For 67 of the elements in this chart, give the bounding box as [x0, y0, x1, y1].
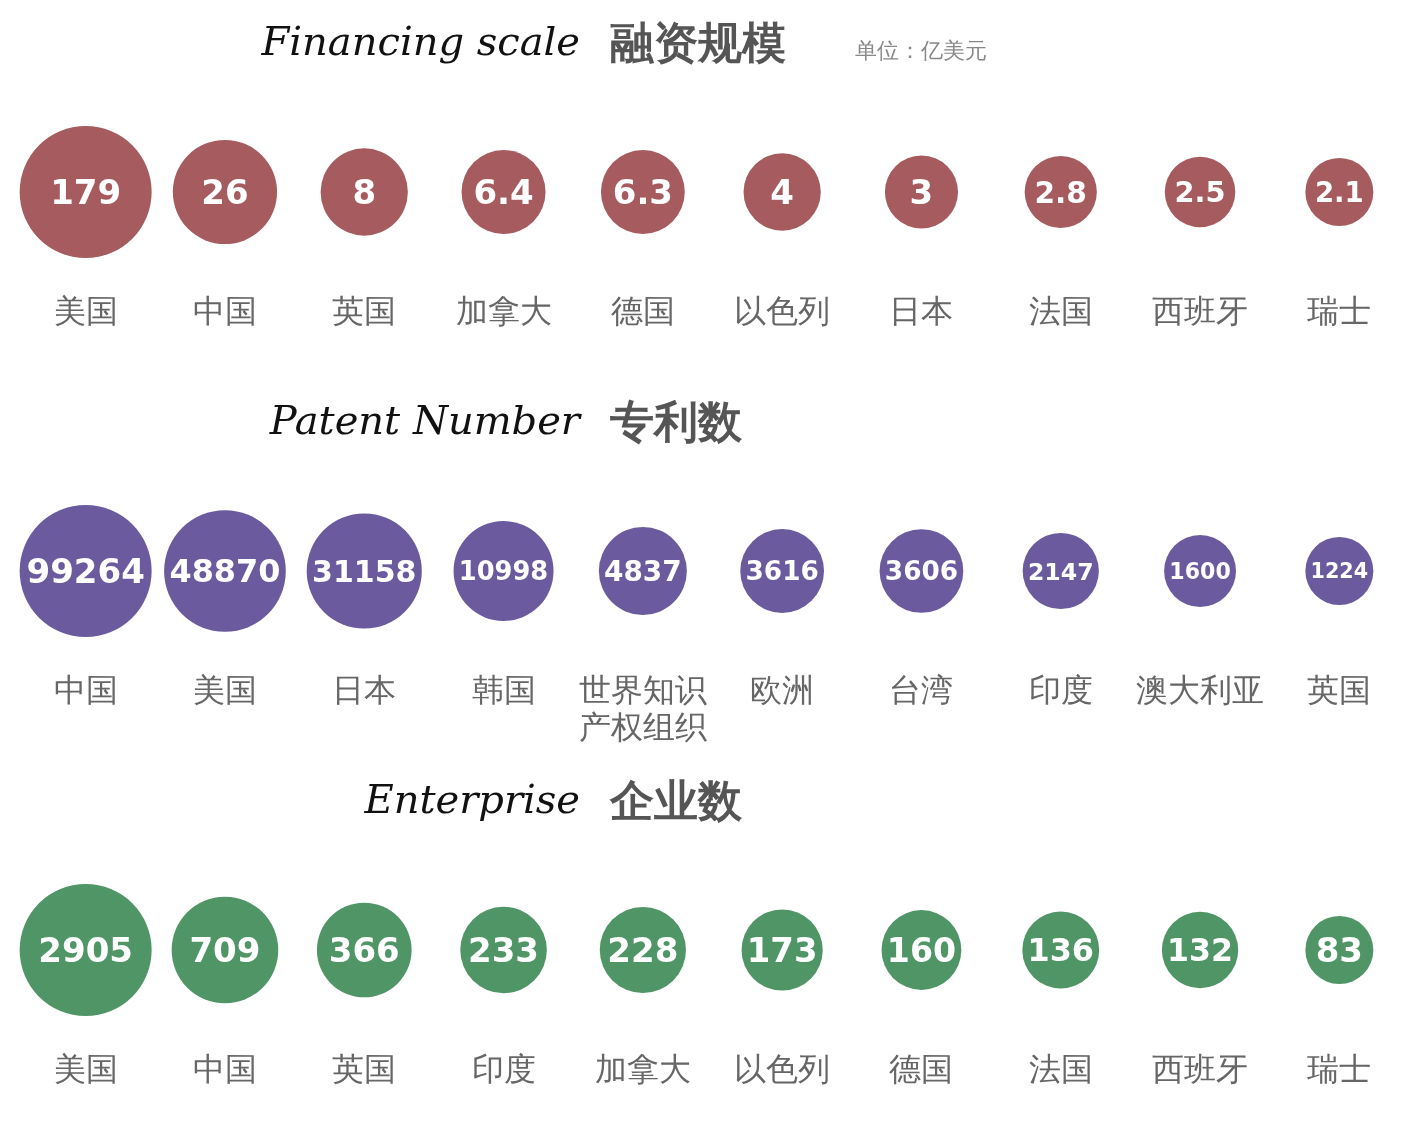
text: 融资规模: [610, 17, 786, 68]
category-label: 以色列: [734, 292, 831, 330]
data-label: 26: [201, 172, 249, 213]
category-label: 法国: [1028, 292, 1093, 330]
data-label: 173: [746, 931, 818, 971]
data-label: 48870: [169, 552, 281, 591]
category-label: 西班牙: [1152, 292, 1249, 330]
category-label: 中国: [192, 1050, 257, 1088]
text: 单位：亿美元: [855, 38, 987, 63]
category-label: 中国: [53, 671, 118, 709]
data-label: 2147: [1027, 557, 1094, 586]
data-label: 4837: [604, 555, 682, 589]
data-label: 179: [50, 172, 122, 213]
category-label: 澳大利亚: [1136, 671, 1265, 709]
data-label: 6.3: [612, 172, 673, 213]
category-label: 瑞士: [1307, 292, 1372, 330]
text: Financing scale: [260, 18, 580, 64]
data-label: 1224: [1310, 559, 1369, 584]
data-label: 4: [770, 172, 794, 213]
category-label: 印度: [471, 1050, 536, 1088]
data-label: 3: [909, 172, 934, 213]
category-label: 瑞士: [1307, 1050, 1372, 1088]
data-label: 2.1: [1314, 175, 1364, 209]
category-label: 以色列: [734, 1050, 831, 1088]
category-label: 英国: [332, 292, 397, 330]
category-label: 美国: [53, 1050, 118, 1088]
data-label: 233: [468, 930, 540, 971]
data-label: 366: [328, 930, 400, 971]
category-label: 美国: [192, 671, 257, 709]
category-label: 英国: [1307, 671, 1372, 709]
data-label: 160: [886, 930, 957, 970]
text: Patent Number: [268, 397, 583, 443]
text: 专利数: [610, 396, 743, 447]
category-label: 印度: [1028, 671, 1093, 709]
category-label: 加拿大: [594, 1050, 691, 1088]
text: 企业数: [609, 775, 743, 826]
category-label: 日本: [889, 292, 954, 330]
category-label: 日本: [332, 671, 397, 709]
data-label: 83: [1315, 930, 1364, 971]
category-label: 英国: [332, 1050, 397, 1088]
category-label: 中国: [192, 292, 257, 330]
data-label: 3606: [884, 556, 959, 587]
category-label: 美国: [53, 292, 118, 330]
category-label: 德国: [610, 292, 675, 330]
text: Enterprise: [363, 776, 580, 822]
data-label: 3616: [745, 556, 819, 587]
data-label: 6.4: [473, 172, 534, 213]
data-label: 2905: [38, 930, 133, 971]
category-label: 法国: [1028, 1050, 1093, 1088]
data-label: 8: [352, 172, 377, 213]
data-label: 31158: [312, 553, 417, 589]
category-label: 加拿大: [455, 292, 552, 330]
data-label: 228: [607, 930, 679, 971]
data-label: 2.8: [1034, 175, 1087, 210]
category-label: 世界知识产权组织: [578, 671, 707, 746]
data-label: 709: [189, 930, 261, 971]
data-label: 132: [1167, 932, 1234, 969]
data-label: 136: [1027, 931, 1095, 970]
category-label: 台湾: [889, 671, 954, 709]
category-label: 德国: [889, 1050, 954, 1088]
data-label: 10998: [458, 556, 549, 587]
data-label: 2.5: [1174, 175, 1226, 210]
data-label: 1600: [1169, 557, 1231, 584]
category-label: 韩国: [471, 671, 536, 709]
category-label: 西班牙: [1152, 1050, 1249, 1088]
category-label: 欧洲: [750, 671, 815, 709]
data-label: 99264: [26, 551, 145, 592]
